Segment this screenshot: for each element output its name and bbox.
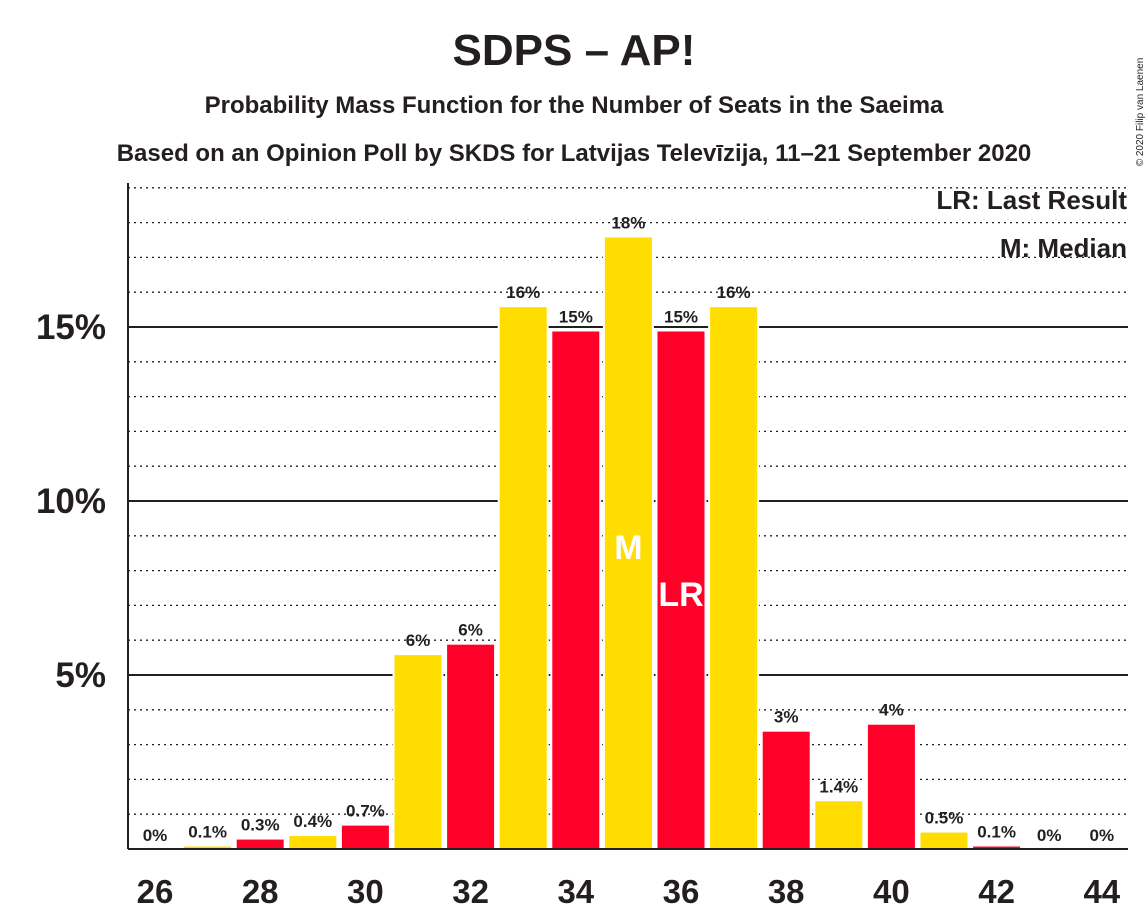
chart-subtitle-source: Based on an Opinion Poll by SKDS for Lat… (117, 140, 1032, 167)
data-label-seat-44: 0% (1090, 826, 1115, 845)
x-tick-label: 44 (1083, 873, 1120, 910)
bar-seat-34 (550, 329, 602, 851)
bar-seat-31 (392, 653, 444, 850)
y-tick-label: 10% (36, 482, 106, 521)
data-label-seat-35: 18% (611, 214, 645, 233)
legend-last-result: LR: Last Result (936, 185, 1127, 215)
bar-seat-40 (865, 722, 917, 850)
copyright-note: © 2020 Filip van Laenen (1135, 58, 1146, 167)
x-tick-label: 32 (452, 873, 489, 910)
chart-title: SDPS – AP! (453, 26, 696, 75)
axes: 5% 10% 15% 26 28 30 32 34 36 38 40 42 44 (36, 183, 1128, 910)
bar-seat-33 (497, 305, 549, 850)
x-tick-label: 36 (663, 873, 700, 910)
data-label-seat-31: 6% (406, 631, 431, 650)
data-label-seat-29: 0.4% (293, 812, 332, 831)
data-label-seat-34: 15% (559, 307, 593, 326)
x-tick-label: 40 (873, 873, 910, 910)
data-label-seat-42: 0.1% (977, 823, 1016, 842)
data-label-seat-36: 15% (664, 307, 698, 326)
bar-seat-41 (918, 830, 970, 850)
bar-seat-29 (287, 834, 339, 851)
data-label-seat-33: 16% (506, 283, 540, 302)
chart-subtitle: Probability Mass Function for the Number… (205, 92, 944, 119)
y-tick-label: 15% (36, 308, 106, 347)
data-labels: 0% 0.1% 0.3% 0.4% 0.7% 6% 6% 16% 15% 18% M 15% LR 16%… (143, 214, 1114, 845)
bar-seat-36 (655, 329, 707, 851)
bar-seat-39 (813, 799, 865, 851)
median-marker: M (614, 529, 642, 567)
x-tick-label: 34 (557, 873, 594, 910)
x-tick-label: 28 (242, 873, 279, 910)
data-label-seat-26: 0% (143, 826, 168, 845)
data-label-seat-30: 0.7% (346, 802, 385, 821)
legend: LR: Last Result M: Median (936, 185, 1127, 263)
bars (182, 235, 1023, 851)
data-label-seat-43: 0% (1037, 826, 1062, 845)
data-label-seat-41: 0.5% (925, 809, 964, 828)
data-label-seat-27: 0.1% (188, 823, 227, 842)
data-label-seat-37: 16% (717, 283, 751, 302)
data-label-seat-28: 0.3% (241, 816, 280, 835)
last-result-marker: LR (658, 576, 703, 614)
bar-seat-37 (708, 305, 760, 850)
bar-seat-35 (602, 235, 654, 850)
data-label-seat-38: 3% (774, 708, 799, 727)
data-label-seat-32: 6% (458, 621, 483, 640)
y-tick-label: 5% (55, 656, 106, 695)
data-label-seat-39: 1.4% (819, 777, 858, 796)
bar-seat-30 (339, 823, 391, 851)
x-tick-label: 38 (768, 873, 805, 910)
data-label-seat-40: 4% (879, 701, 904, 720)
bar-seat-32 (445, 642, 497, 850)
x-tick-label: 26 (137, 873, 174, 910)
x-tick-label: 42 (978, 873, 1015, 910)
bar-seat-28 (234, 837, 286, 850)
bar-seat-38 (760, 729, 812, 850)
legend-median: M: Median (1000, 233, 1127, 263)
x-tick-label: 30 (347, 873, 384, 910)
